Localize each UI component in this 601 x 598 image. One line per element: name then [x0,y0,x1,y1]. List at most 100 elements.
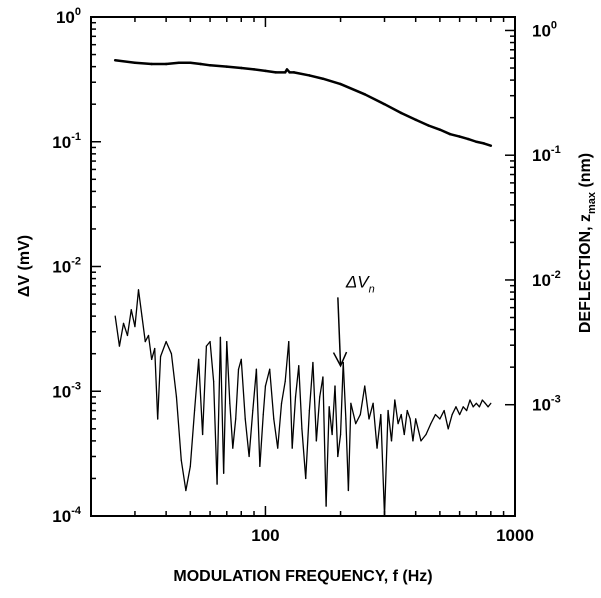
noise-segment [209,340,215,383]
y-axis-right-title: DEFLECTION, zmax (nm) [577,153,598,333]
noise-segment [383,409,389,517]
noise-segment [425,422,432,436]
y-left-tick-label: 100 [56,6,81,27]
noise-segment [328,406,333,436]
y-right-tick-label: 10-3 [532,394,561,415]
y-left-tick-label-exponent: -4 [71,505,82,517]
noise-segment [447,413,453,430]
noise-segment [430,413,437,425]
deflection-segment [308,74,325,80]
noise-segment [406,409,411,420]
deflection-segment [475,140,486,145]
noise-segment [235,368,240,420]
y-axis-left-title: ΔV (mV) [16,235,33,297]
y-left-tick-label-exponent: -1 [71,131,81,143]
deflection-segment [427,124,442,131]
y-left-tick-label-exponent: -2 [71,256,81,268]
noise-segment [439,409,445,420]
noise-segment [185,465,191,492]
noise-segment [462,406,468,412]
deflection-segment [467,137,478,143]
y-left-tick-label-base: 10 [56,8,75,27]
noise-segment [380,413,386,517]
y-right-tick-label-exponent: -1 [551,144,561,156]
deflection-segment [448,132,461,138]
annotation-arrow-shaft [337,297,342,366]
noise-segment [455,406,461,416]
noise-segment [312,361,318,442]
y-axis-right-title-unit: (nm) [577,153,594,192]
noise-segment [481,399,486,404]
noise-segment [322,376,327,507]
y-left-tick-label: 10-1 [52,131,81,152]
y-right-tick-label-base: 10 [532,271,551,290]
series-noise-line [114,289,492,517]
noise-segment [232,418,237,449]
noise-segment [475,402,481,408]
noise-segment [165,340,173,355]
x-tick-label: 1000 [496,526,534,545]
y-left-tick-label-exponent: 0 [75,6,81,18]
noise-segment [387,409,393,442]
noise-segment [180,459,187,492]
noise-segment [198,358,204,436]
y-right-tick-label: 10-1 [532,144,561,165]
y-right-tick-label: 100 [532,19,557,40]
noise-segment [390,399,396,442]
y-right-tick-label-exponent: -3 [551,394,561,406]
noise-segment [159,340,167,358]
y-right-tick-label-base: 10 [532,21,551,40]
noise-segment [294,365,300,398]
y-right-tick-label: 10-2 [532,269,561,290]
noise-segment [368,402,374,420]
noise-segment [175,396,182,461]
noise-segment [487,402,492,408]
deflection-segment [458,135,470,141]
y-left-tick-label: 10-2 [52,256,81,277]
deflection-segment [264,69,278,74]
noise-segment [269,368,275,420]
deflection-segment [482,142,493,147]
noise-segment [301,428,307,480]
noise-segment [147,334,153,361]
noise-segment [252,368,258,412]
noise-segment [434,413,441,420]
y-left-tick-label-exponent: -3 [71,380,81,392]
noise-segment [201,345,208,436]
annotation-arrow-head [332,351,348,368]
noise-segment [154,347,159,420]
noise-segment [337,433,342,458]
series-deflection-line [113,59,493,147]
noise-segment [339,361,344,436]
noise-segment [141,315,146,343]
deflection-segment [208,64,229,68]
noise-segment [216,336,222,485]
annotation-main: ΔV [345,272,370,291]
noise-segment [118,322,125,347]
noise-segment [443,409,449,430]
noise-segment [262,385,267,416]
noise-segment [255,368,261,468]
noise-segment [264,368,271,387]
noise-segment [157,355,162,420]
deflection-segment [252,68,267,73]
noise-segment [409,418,414,442]
y-axis-right-title-main: DEFLECTION, z [577,214,594,333]
y-right-tick-label-base: 10 [532,396,551,415]
noise-segment [288,340,293,449]
noise-segment [130,309,136,328]
noise-segment [122,322,129,337]
deflection-segment [240,66,256,71]
deflection-segment [414,118,430,127]
y-left-tick-label-base: 10 [52,507,71,526]
x-axis-title: MODULATION FREQUENCY, f (Hz) [173,568,432,585]
y-axis-right-title-subscript: max [586,191,598,214]
annotation-subscript: n [369,283,375,295]
noise-segment [114,315,121,347]
x-tick-label: 100 [251,526,279,545]
noise-segment [273,418,279,449]
noise-segment [342,361,347,420]
deflection-segment [321,77,342,86]
